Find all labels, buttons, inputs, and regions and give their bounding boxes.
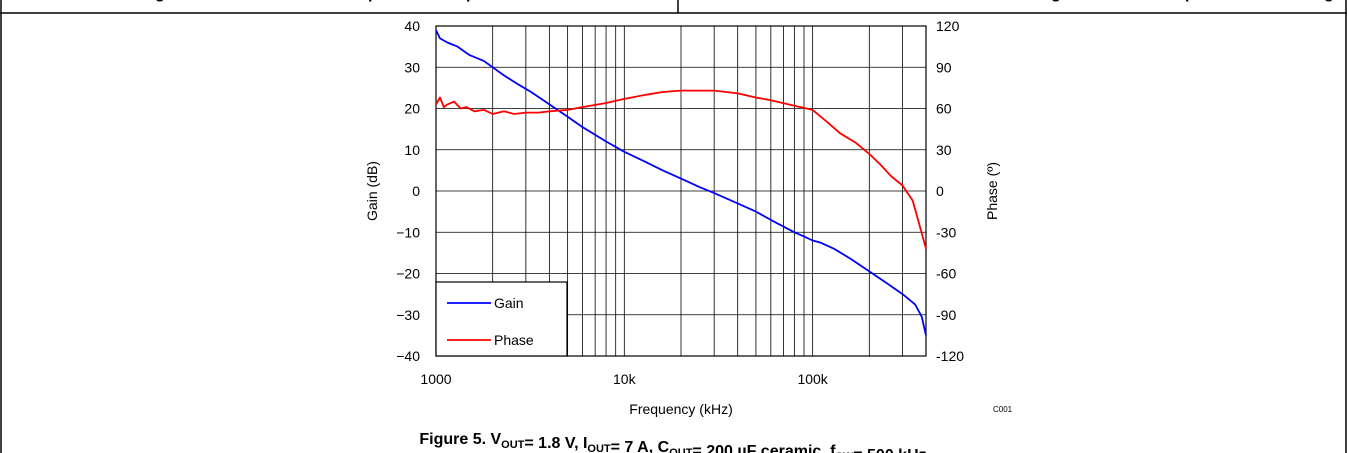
caption-subscript: OUT [501,439,525,451]
header-right-fragment-3: g [1324,0,1334,2]
x-tick-label: 100k [797,371,828,387]
caption-text: = 7 A, C [611,439,670,453]
y-right-tick-label: 0 [936,183,944,199]
caption-subscript: OUT [587,443,611,453]
header-right-fragment-1: g [1051,0,1061,2]
caption-subscript: SW [836,451,854,453]
series-layer [435,29,927,336]
series-line-phase [435,89,927,250]
plot-area-border [435,25,927,357]
chart-code: C001 [993,405,1013,414]
caption-text: = 1.8 V, I [524,435,587,452]
series-line-gain [435,29,927,336]
header-left-fragment-2: p [368,0,378,2]
header-left-fragment-1: g [155,0,165,2]
y-left-tick-label: −10 [396,224,420,240]
caption-subscript: OUT [669,447,693,453]
figure-caption: Figure 5. VOUT= 1.8 V, IOUT= 7 A, COUT= … [419,431,926,453]
y-axis-left-label: Gain (dB) [364,161,380,221]
y-right-tick-label: -60 [936,266,956,282]
y-left-tick-label: −40 [396,348,420,364]
y-left-tick-label: −30 [396,307,420,323]
y-right-tick-label: -90 [936,307,956,323]
y-left-tick-label: 40 [404,18,420,34]
legend-label-phase: Phase [494,332,534,348]
header-left-fragment-3: p [466,0,476,2]
y-right-tick-label: -120 [936,348,964,364]
y-left-tick-label: 30 [404,59,420,75]
y-right-tick-label: 30 [936,142,952,158]
legend-box [435,281,568,357]
y-axis-right-label: Phase (º) [984,162,1000,220]
y-right-tick-label: 90 [936,59,952,75]
caption-text: = 500 kHz [853,447,926,453]
left-axis-ticks: 40 30 20 10 0 −10 −20 −30 −40 [396,18,420,364]
y-right-tick-label: -30 [936,224,956,240]
x-tick-label: 10k [613,371,637,387]
header-right-fragment-2: p [1185,0,1195,2]
y-left-tick-label: 20 [404,101,420,117]
legend: Gain Phase [435,281,568,357]
y-left-tick-label: 0 [412,183,420,199]
bode-plot: 40 30 20 10 0 −10 −20 −30 −40 120 90 60 30 0 -30 -60 -9… [364,18,1013,417]
y-right-tick-label: 120 [936,18,960,34]
caption-text: Figure 5. V [419,431,501,448]
legend-label-gain: Gain [494,295,524,311]
grid-lines [436,26,926,356]
right-axis-ticks: 120 90 60 30 0 -30 -60 -90 -120 [936,18,964,364]
x-axis-ticks: 1000 10k 100k [420,371,828,387]
x-tick-label: 1000 [420,371,451,387]
x-axis-label: Frequency (kHz) [629,401,732,417]
caption-text: = 200 µF ceramic, f [692,443,836,453]
y-left-tick-label: −20 [396,266,420,282]
y-left-tick-label: 10 [404,142,420,158]
y-right-tick-label: 60 [936,101,952,117]
